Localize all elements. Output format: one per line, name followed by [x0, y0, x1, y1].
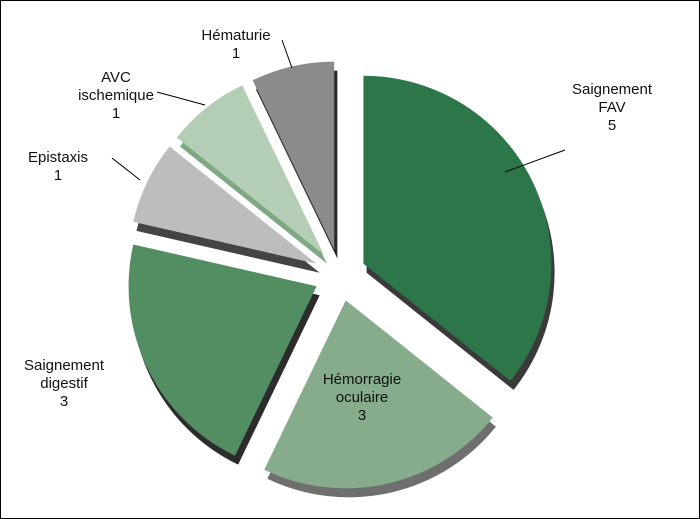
- leader-line: [111, 157, 141, 181]
- data-label: Saignement digestif 3: [9, 357, 119, 411]
- category-label: Hématurie: [201, 27, 271, 44]
- value-label: 1: [53, 167, 63, 184]
- value-label: 1: [111, 105, 121, 122]
- data-label: AVC ischemique 1: [66, 69, 166, 123]
- value-label: 5: [607, 117, 617, 134]
- pie-slice: [133, 146, 317, 264]
- value-label: 3: [59, 393, 69, 410]
- pie-slice: [176, 85, 324, 255]
- pie-slice: [264, 300, 493, 489]
- pie-slice: [252, 61, 335, 250]
- pie-slice: [363, 75, 552, 381]
- value-label: 1: [231, 45, 241, 62]
- value-label: 3: [357, 407, 367, 424]
- category-label: Saignement FAV: [571, 81, 653, 116]
- category-label: Saignement digestif: [23, 357, 105, 392]
- leader-line: [504, 149, 566, 173]
- category-label: AVC ischemique: [78, 69, 154, 104]
- data-label: Hémorragie oculaire 3: [312, 371, 412, 425]
- category-label: Hémorragie oculaire: [322, 371, 402, 406]
- data-label: Hématurie 1: [191, 27, 281, 63]
- leader-line: [281, 39, 293, 69]
- data-label: Saignement FAV 5: [562, 81, 662, 135]
- category-label: Epistaxis: [27, 149, 89, 166]
- data-label: Epistaxis 1: [18, 149, 98, 185]
- pie-slice: [128, 244, 317, 456]
- leader-line: [156, 91, 206, 106]
